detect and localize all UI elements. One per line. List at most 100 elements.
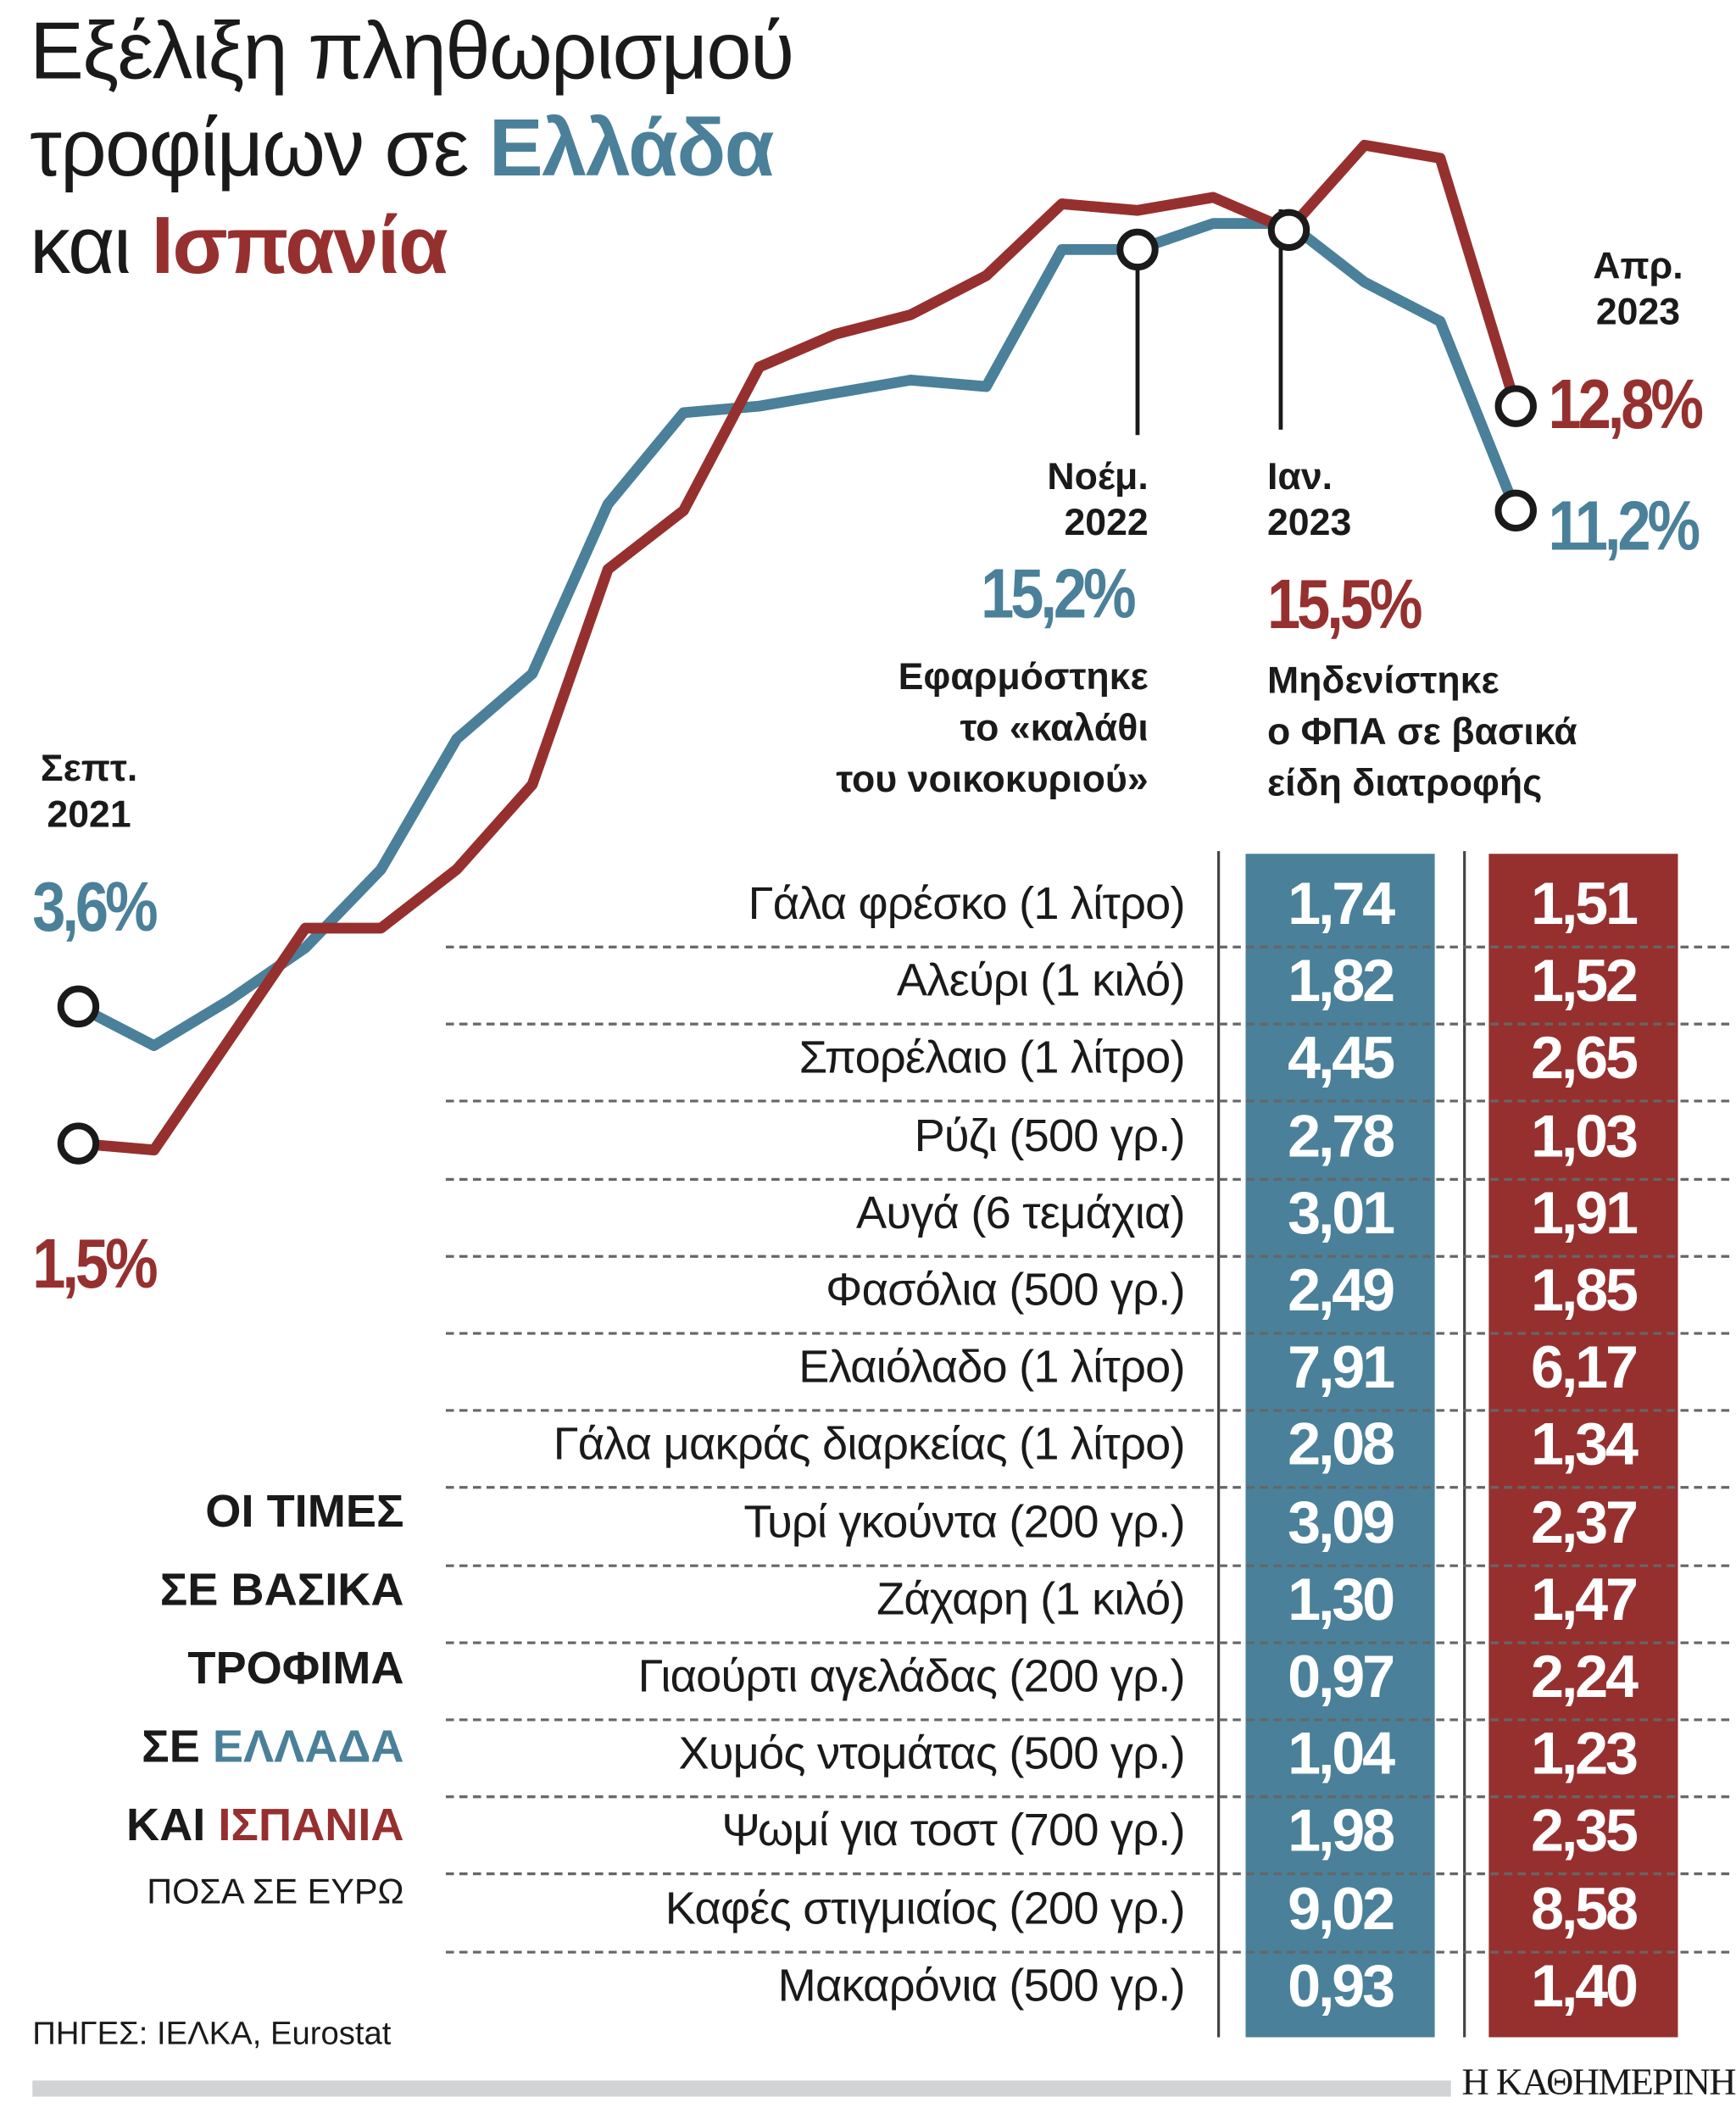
row-divider xyxy=(445,945,1730,949)
spain-price: 1,03 xyxy=(1531,1103,1639,1170)
inflation-line-chart xyxy=(57,139,1537,1165)
row-item-label: Αλεύρι (1 κιλό) xyxy=(896,955,1186,1007)
date-text: Νοέμ. xyxy=(1047,455,1149,498)
row-divider xyxy=(445,1177,1730,1181)
table-heading: ΟΙ ΤΙΜΕΣ ΣΕ ΒΑΣΙΚΑ ΤΡΟΦΙΜΑ ΣΕ ΕΛΛΑΔΑ ΚΑΙ… xyxy=(126,1472,404,1918)
spain-price: 2,24 xyxy=(1531,1644,1639,1711)
spain-price: 1,40 xyxy=(1531,1953,1639,2020)
title-line-1: Εξέλιξη πληθωρισμού xyxy=(30,5,794,97)
greece-price: 1,82 xyxy=(1288,949,1395,1015)
brand-logo: Η ΚΑΘΗΜΕΡΙΝΗ xyxy=(1461,2061,1736,2104)
row-divider xyxy=(445,1486,1730,1489)
end-date: Απρ. 2023 xyxy=(1567,243,1709,335)
start-spain-value: 1,5% xyxy=(32,1225,158,1305)
row-divider xyxy=(445,1409,1730,1412)
row-item-label: Ψωμί για τοστ (700 γρ.) xyxy=(721,1805,1186,1857)
heading-text: ΣΕ xyxy=(142,1721,213,1773)
row-divider xyxy=(445,1099,1730,1104)
greece-price: 0,93 xyxy=(1288,1953,1395,2020)
spain-price: 1,85 xyxy=(1531,1257,1639,1324)
start-spain-marker xyxy=(57,1122,100,1165)
nov-note: Εφαρμόστηκε το «καλάθι του νοικοκυριού» xyxy=(743,651,1149,805)
row-divider xyxy=(445,1950,1730,1953)
title: Εξέλιξη πληθωρισμού τροφίμων σε Ελλάδα κ… xyxy=(30,3,794,295)
greece-price: 0,97 xyxy=(1288,1644,1395,1711)
spain-price: 2,65 xyxy=(1531,1026,1639,1093)
title-line-2: τροφίμων σε Ελλάδα xyxy=(30,100,793,197)
greece-price: 9,02 xyxy=(1288,1876,1395,1943)
note-text: είδη διατροφής xyxy=(1266,761,1543,804)
greece-price: 7,91 xyxy=(1288,1334,1395,1402)
row-item-label: Ρύζι (500 γρ.) xyxy=(914,1110,1186,1162)
greece-column xyxy=(1245,854,1435,2038)
note-text: το «καλάθι xyxy=(960,706,1149,748)
date-text: 2023 xyxy=(1266,501,1352,543)
row-item-label: Αυγά (6 τεμάχια) xyxy=(856,1187,1186,1239)
greece-price: 1,98 xyxy=(1288,1798,1395,1866)
end-spain-marker xyxy=(1494,385,1537,427)
greece-price: 4,45 xyxy=(1288,1026,1395,1093)
heading-spain: ΙΣΠΑΝΙΑ xyxy=(218,1799,404,1851)
row-divider xyxy=(445,1641,1730,1644)
row-item-label: Χυμός ντομάτας (500 γρ.) xyxy=(678,1727,1185,1780)
jan-spain-value: 15,5% xyxy=(1266,565,1423,645)
greece-price: 1,74 xyxy=(1288,871,1395,938)
spain-price: 6,17 xyxy=(1531,1334,1639,1402)
column-divider xyxy=(1463,851,1466,2038)
row-item-label: Σπορέλαιο (1 λίτρο) xyxy=(798,1032,1186,1084)
column-divider xyxy=(1217,851,1221,2038)
row-divider xyxy=(445,1872,1730,1876)
spain-price: 2,37 xyxy=(1531,1489,1639,1556)
row-divider xyxy=(445,1563,1730,1567)
spain-price: 1,91 xyxy=(1531,1180,1639,1247)
note-text: Μηδενίστηκε xyxy=(1266,659,1500,702)
note-text: του νοικοκυριού» xyxy=(836,758,1149,800)
spain-price: 2,35 xyxy=(1531,1798,1639,1866)
date-text: Σεπτ. xyxy=(40,747,138,789)
spain-price: 1,23 xyxy=(1531,1721,1639,1788)
date-text: 2021 xyxy=(47,793,131,835)
date-text: 2023 xyxy=(1595,290,1681,333)
jan-note: Μηδενίστηκε ο ΦΠΑ σε βασικά είδη διατροφής xyxy=(1267,655,1577,809)
row-divider xyxy=(445,1795,1730,1799)
row-divider xyxy=(445,1718,1730,1722)
start-date: Σεπτ. 2021 xyxy=(41,746,137,837)
row-divider xyxy=(445,1254,1730,1258)
greece-price: 3,01 xyxy=(1288,1180,1395,1247)
spain-price: 1,47 xyxy=(1531,1566,1639,1633)
title-spain: Ισπανία xyxy=(151,199,448,291)
title-line-3: και Ισπανία xyxy=(30,197,793,295)
nov-greece-value: 15,2% xyxy=(981,555,1137,634)
row-item-label: Ζάχαρη (1 κιλό) xyxy=(876,1573,1185,1626)
heading-text: ΚΑΙ xyxy=(125,1799,219,1851)
row-item-label: Καφές στιγμιαίος (200 γρ.) xyxy=(665,1883,1186,1934)
date-text: Απρ. xyxy=(1593,244,1683,287)
sources: ΠΗΓΕΣ: ΙΕΛΚΑ, Eurostat xyxy=(32,2015,392,2052)
row-item-label: Μακαρόνια (500 γρ.) xyxy=(777,1960,1186,2011)
heading-text: ΚΑΙ ΙΣΠΑΝΙΑ xyxy=(126,1786,404,1864)
row-item-label: Φασόλια (500 γρ.) xyxy=(826,1264,1185,1316)
row-divider xyxy=(445,1022,1730,1026)
row-item-label: Γιαούρτι αγελάδας (200 γρ.) xyxy=(637,1650,1186,1703)
row-item-label: Ελαιόλαδο (1 λίτρο) xyxy=(798,1341,1185,1394)
jan-date: Ιαν. 2023 xyxy=(1267,454,1351,546)
heading-greece: ΕΛΛΑΔΑ xyxy=(212,1721,404,1773)
title-text: και xyxy=(30,199,152,291)
spain-column xyxy=(1488,854,1678,2038)
row-divider xyxy=(445,1332,1730,1335)
nov-greece-marker xyxy=(1116,228,1159,271)
greece-price: 2,49 xyxy=(1288,1257,1395,1324)
note-text: Εφαρμόστηκε xyxy=(898,654,1149,698)
greece-price: 2,78 xyxy=(1288,1103,1395,1170)
row-item-label: Γάλα φρέσκο (1 λίτρο) xyxy=(748,877,1186,930)
heading-text: ΟΙ ΤΙΜΕΣ xyxy=(205,1486,404,1538)
start-greece-value: 3,6% xyxy=(32,868,158,948)
title-greece: Ελλάδα xyxy=(488,103,775,193)
spain-price: 1,34 xyxy=(1531,1412,1639,1479)
end-greece-value: 11,2% xyxy=(1548,487,1700,566)
spain-price: 8,58 xyxy=(1531,1876,1639,1943)
date-text: Ιαν. xyxy=(1266,455,1333,498)
nov-date: Νοέμ. 2022 xyxy=(946,454,1149,546)
jan-spain-marker xyxy=(1267,209,1310,252)
